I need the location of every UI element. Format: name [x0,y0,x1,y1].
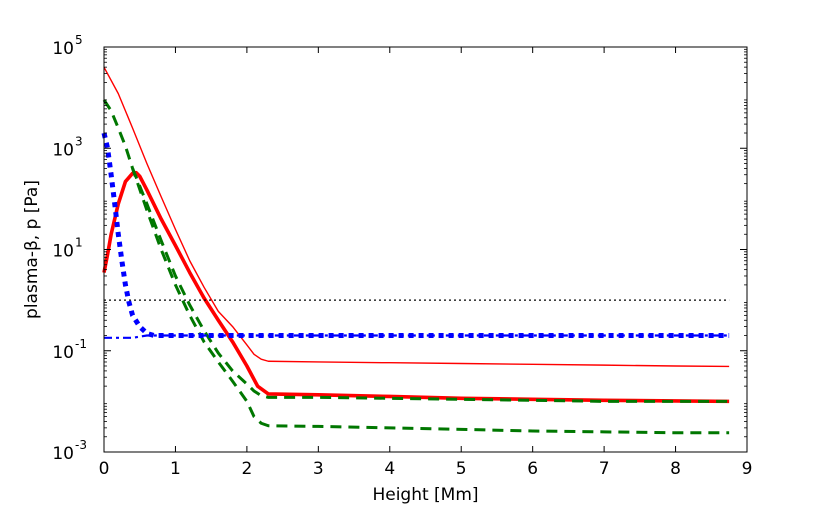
x-tick-label: 1 [170,459,181,479]
y-tick-base: 10 [52,140,74,160]
x-tick-label: 9 [742,459,753,479]
series-layer [101,66,730,435]
y-tick-base: 10 [52,39,74,59]
x-tick-label: 7 [599,459,610,479]
y-axis-label: plasma-β, p [Pa] [22,180,42,319]
series-line-0 [103,66,730,368]
series-line-2 [102,99,730,435]
y-tick-label: 10 [52,39,74,59]
x-tick-label: 3 [313,459,324,479]
y-tick-exponent: -3 [75,438,87,452]
series-line-1 [102,170,730,404]
y-tick-exponent: -1 [75,337,87,351]
x-tick-label: 6 [527,459,538,479]
x-axis-label: Height [Mm] [372,485,478,505]
y-tick-label: 10 [52,343,74,363]
y-tick-base: 10 [52,343,74,363]
y-tick-label: 10 [52,242,74,262]
y-tick-exponent: 5 [75,33,83,47]
x-tick-label: 4 [384,459,395,479]
series-line-5 [104,334,730,339]
y-tick-base: 10 [52,242,74,262]
x-tick-label: 2 [241,459,252,479]
x-tick-label: 8 [670,459,681,479]
y-tick-exponent: 1 [75,236,83,250]
y-tick-exponent: 3 [75,134,83,148]
y-tick-label: 10 [52,140,74,160]
series-line-3 [131,167,730,403]
x-tick-label: 0 [99,459,110,479]
x-tick-label: 5 [456,459,467,479]
y-tick-label: 10 [52,444,74,464]
y-tick-base: 10 [52,444,74,464]
